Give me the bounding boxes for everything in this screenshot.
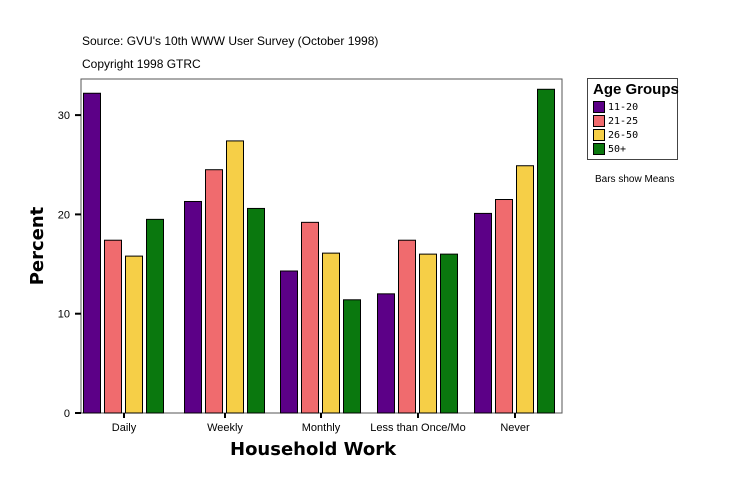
legend-item: 21-25 xyxy=(593,115,638,128)
bar-11-20 xyxy=(83,92,101,414)
x-tick-label: Monthly xyxy=(302,422,341,434)
bar-26-50 xyxy=(419,253,437,414)
legend-item: 11-20 xyxy=(593,101,638,114)
legend: Age Groups 11-20 21-25 26-50 50+ xyxy=(587,78,679,160)
bar-50+ xyxy=(146,218,164,414)
bar-26-50 xyxy=(125,255,143,414)
bar-21-25 xyxy=(398,239,416,414)
legend-label: 11-20 xyxy=(608,102,639,113)
bar-11-20 xyxy=(377,293,395,414)
bar-50+ xyxy=(247,207,265,414)
x-tick-label: Less than Once/Mo xyxy=(370,422,465,434)
legend-item: 50+ xyxy=(593,143,626,156)
legend-label: 21-25 xyxy=(608,116,639,127)
bar-50+ xyxy=(343,299,361,414)
legend-swatch xyxy=(593,115,605,127)
bar-26-50 xyxy=(516,165,534,414)
bar-21-25 xyxy=(104,239,122,414)
copyright-text: Copyright 1998 GTRC xyxy=(82,57,201,71)
bar-50+ xyxy=(537,88,555,414)
legend-swatch xyxy=(593,101,605,113)
legend-label: 50+ xyxy=(608,144,627,155)
legend-swatch xyxy=(593,129,605,141)
y-tick-label: 0 xyxy=(64,408,70,420)
legend-title: Age Groups xyxy=(593,81,679,98)
legend-label: 26-50 xyxy=(608,130,639,141)
bar-50+ xyxy=(440,253,458,414)
y-tick-label: 10 xyxy=(58,309,70,321)
y-axis-label: Percent xyxy=(27,206,48,286)
x-tick-label: Weekly xyxy=(207,422,243,434)
legend-swatch xyxy=(593,143,605,155)
bar-26-50 xyxy=(322,252,340,414)
bar-21-25 xyxy=(301,221,319,414)
y-tick-label: 30 xyxy=(58,110,70,122)
x-axis-label: Household Work xyxy=(230,439,397,460)
y-tick-label: 20 xyxy=(58,209,70,221)
x-tick-label: Never xyxy=(500,422,530,434)
legend-item: 26-50 xyxy=(593,129,638,142)
bar-21-25 xyxy=(495,199,513,414)
x-tick-label: Daily xyxy=(112,422,137,434)
source-text: Source: GVU's 10th WWW User Survey (Octo… xyxy=(82,34,379,48)
bars-note: Bars show Means xyxy=(595,174,675,185)
bar-26-50 xyxy=(226,140,244,414)
bar-21-25 xyxy=(205,169,223,414)
bar-11-20 xyxy=(474,212,492,414)
bar-11-20 xyxy=(280,270,298,414)
bar-11-20 xyxy=(184,200,202,414)
